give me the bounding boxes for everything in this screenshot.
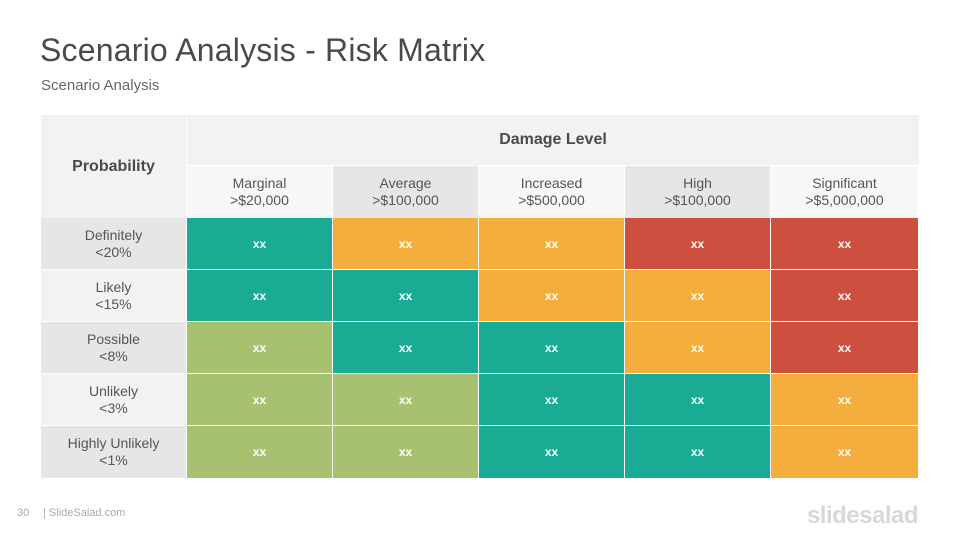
risk-cell: xx xyxy=(479,322,625,374)
risk-cell: xx xyxy=(187,374,333,426)
row-header: Highly Unlikely <1% xyxy=(41,426,187,479)
row-header-value: <8% xyxy=(99,347,128,364)
risk-cell: xx xyxy=(333,374,479,426)
page-number: 30 xyxy=(17,507,30,519)
row-header: Unlikely <3% xyxy=(41,374,187,426)
risk-cell: xx xyxy=(333,270,479,322)
row-header-value: <3% xyxy=(99,399,128,416)
row-header-name: Unlikely xyxy=(88,382,138,399)
slidesalad-logo: slidesalad xyxy=(806,502,919,529)
column-header-name: Significant xyxy=(812,175,877,191)
column-header: Average >$100,000 xyxy=(333,166,479,218)
column-header: Significant >$5,000,000 xyxy=(771,166,919,218)
column-header-name: Marginal xyxy=(232,175,287,191)
column-header-value: >$5,000,000 xyxy=(805,192,884,208)
row-header-name: Likely xyxy=(95,278,132,295)
column-header-value: >$100,000 xyxy=(664,192,731,208)
column-header: High >$100,000 xyxy=(625,166,771,218)
row-header-value: <20% xyxy=(95,243,132,260)
risk-cell: xx xyxy=(771,270,919,322)
column-header-name: Average xyxy=(379,175,432,191)
column-header-value: >$500,000 xyxy=(518,192,585,208)
column-header-name: Increased xyxy=(520,175,583,191)
risk-cell: xx xyxy=(771,426,919,479)
column-header: Marginal >$20,000 xyxy=(187,166,333,218)
risk-cell: xx xyxy=(625,218,771,270)
risk-cell: xx xyxy=(625,374,771,426)
risk-cell: xx xyxy=(479,374,625,426)
row-header: Definitely <20% xyxy=(41,218,187,270)
risk-cell: xx xyxy=(625,322,771,374)
risk-cell: xx xyxy=(625,426,771,479)
damage-level-header: Damage Level xyxy=(187,115,919,166)
row-header-value: <15% xyxy=(95,295,132,312)
slide-title: Scenario Analysis - Risk Matrix xyxy=(40,32,486,68)
risk-cell: xx xyxy=(187,426,333,479)
risk-cell: xx xyxy=(333,322,479,374)
risk-matrix: Probability Damage Level Marginal >$20,00… xyxy=(41,115,919,479)
row-header-name: Possible xyxy=(87,330,140,347)
risk-cell: xx xyxy=(187,270,333,322)
column-header-value: >$20,000 xyxy=(230,192,289,208)
risk-cell: xx xyxy=(625,270,771,322)
row-header-name: Definitely xyxy=(84,226,143,243)
footer-site-link[interactable]: | SlideSalad.com xyxy=(43,507,126,519)
probability-header: Probability xyxy=(41,115,187,218)
risk-cell: xx xyxy=(333,218,479,270)
row-header-name: Highly Unlikely xyxy=(67,435,160,451)
row-header-value: <1% xyxy=(99,452,128,468)
risk-cell: xx xyxy=(479,270,625,322)
slide-subtitle: Scenario Analysis xyxy=(41,77,160,94)
risk-cell: xx xyxy=(479,426,625,479)
risk-cell: xx xyxy=(187,218,333,270)
risk-cell: xx xyxy=(771,374,919,426)
risk-cell: xx xyxy=(771,322,919,374)
row-header: Likely <15% xyxy=(41,270,187,322)
risk-cell: xx xyxy=(479,218,625,270)
column-header-name: High xyxy=(683,175,712,191)
risk-cell: xx xyxy=(333,426,479,479)
column-header: Increased >$500,000 xyxy=(479,166,625,218)
risk-cell: xx xyxy=(187,322,333,374)
column-header-value: >$100,000 xyxy=(372,192,439,208)
row-header: Possible <8% xyxy=(41,322,187,374)
risk-cell: xx xyxy=(771,218,919,270)
